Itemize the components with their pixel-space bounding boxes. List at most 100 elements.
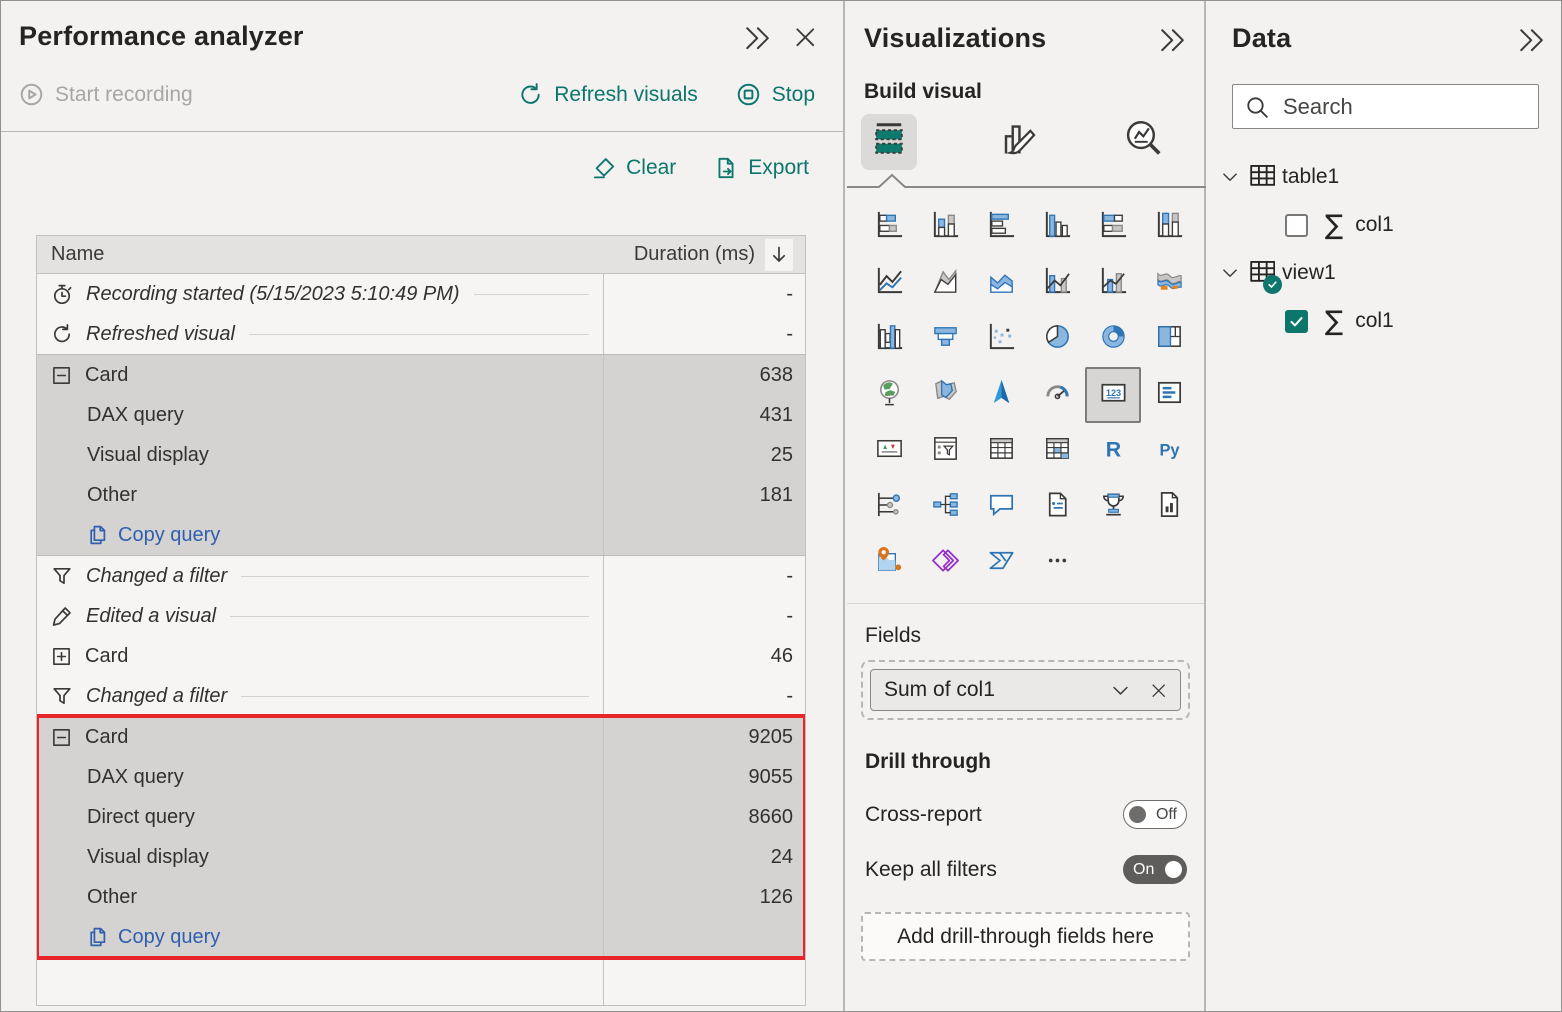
visual-ribbon-chart[interactable] xyxy=(1141,255,1197,311)
perf-event-row[interactable]: Edited a visual - xyxy=(37,596,805,636)
visual-slicer[interactable] xyxy=(917,423,973,479)
tab-build-visual[interactable] xyxy=(861,114,917,170)
field-checkbox[interactable] xyxy=(1285,309,1308,333)
data-tree-field-row[interactable]: ∑ col1 xyxy=(1208,297,1561,345)
visual-filled-map[interactable] xyxy=(917,367,973,423)
hundred-percent-stacked-column-chart-icon xyxy=(1154,209,1185,245)
perf-group-row[interactable]: Card 9205 xyxy=(37,717,805,757)
visual-pie-chart[interactable] xyxy=(1029,311,1085,367)
visual-line-chart[interactable] xyxy=(861,255,917,311)
stop-button[interactable]: Stop xyxy=(736,82,815,107)
expand-box-icon xyxy=(51,646,72,667)
visual-stacked-column-chart[interactable] xyxy=(917,199,973,255)
perf-group-row[interactable]: Card 46 xyxy=(37,636,805,676)
field-checkbox[interactable] xyxy=(1285,213,1308,237)
visual-hundred-percent-stacked-column-chart[interactable] xyxy=(1141,199,1197,255)
add-drill-through-fields-dropzone[interactable]: Add drill-through fields here xyxy=(861,912,1190,961)
visual-key-influencers[interactable] xyxy=(861,479,917,535)
clear-button[interactable]: Clear xyxy=(592,156,676,180)
perf-visual-block: Card 638 DAX query 431 Visual display 25 Other… xyxy=(37,354,805,556)
search-input[interactable] xyxy=(1281,92,1526,121)
visual-qa-visual[interactable] xyxy=(973,479,1029,535)
close-icon[interactable] xyxy=(793,25,817,49)
visual-smart-narrative[interactable] xyxy=(1029,479,1085,535)
visual-treemap[interactable] xyxy=(1141,311,1197,367)
search-box[interactable] xyxy=(1232,84,1539,129)
perf-detail-row[interactable]: Direct query 8660 xyxy=(37,797,805,837)
copy-query-link[interactable]: Copy query xyxy=(87,524,220,547)
data-tree-table-row[interactable]: table1 xyxy=(1208,153,1561,201)
cross-report-toggle[interactable]: Off xyxy=(1123,800,1187,829)
start-recording-button[interactable]: Start recording xyxy=(19,82,193,107)
visual-kpi[interactable] xyxy=(861,423,917,479)
remove-field-icon[interactable] xyxy=(1150,682,1167,699)
field-pill-sum-of-col1[interactable]: Sum of col1 xyxy=(870,669,1181,711)
refresh-icon xyxy=(51,323,73,345)
collapse-pane-icon[interactable] xyxy=(743,24,769,50)
keep-all-filters-toggle[interactable]: On xyxy=(1123,855,1187,884)
visual-gauge[interactable] xyxy=(1029,367,1085,423)
sort-descending-icon[interactable] xyxy=(765,238,793,271)
visual-power-automate[interactable] xyxy=(973,535,1029,591)
visual-multi-row-card[interactable] xyxy=(1141,367,1197,423)
perf-detail-row[interactable]: Other 126 xyxy=(37,877,805,917)
visual-map[interactable] xyxy=(861,367,917,423)
chevron-down-icon[interactable] xyxy=(1221,168,1239,186)
perf-event-row[interactable]: Changed a filter - xyxy=(37,556,805,596)
pie-chart-icon xyxy=(1042,321,1073,357)
perf-detail-row[interactable]: Other 181 xyxy=(37,475,805,515)
collapse-pane-icon[interactable] xyxy=(1517,26,1543,52)
visual-clustered-column-chart[interactable] xyxy=(1029,199,1085,255)
duration-column-header[interactable]: Duration (ms) xyxy=(603,236,805,273)
perf-event-row[interactable]: Recording started (5/15/2023 5:10:49 PM)… xyxy=(37,274,805,314)
svg-text:R: R xyxy=(1105,437,1120,461)
visual-matrix[interactable] xyxy=(1029,423,1085,479)
visual-clustered-bar-chart[interactable] xyxy=(973,199,1029,255)
perf-detail-row[interactable]: Visual display 24 xyxy=(37,837,805,877)
refresh-visuals-button[interactable]: Refresh visuals xyxy=(518,82,698,107)
fields-well[interactable]: Sum of col1 xyxy=(861,660,1190,720)
detail-label: Other xyxy=(87,885,138,908)
visual-waterfall-chart[interactable] xyxy=(861,311,917,367)
tab-format-visual[interactable] xyxy=(989,114,1045,170)
visual-arcgis-map[interactable] xyxy=(861,535,917,591)
visual-decomposition-tree[interactable] xyxy=(917,479,973,535)
visual-python-visual[interactable]: Py xyxy=(1141,423,1197,479)
perf-detail-row[interactable]: DAX query 431 xyxy=(37,395,805,435)
data-tree-field-row[interactable]: ∑ col1 xyxy=(1208,201,1561,249)
visual-table[interactable] xyxy=(973,423,1029,479)
visual-stacked-area-chart[interactable] xyxy=(973,255,1029,311)
export-button[interactable]: Export xyxy=(714,156,809,180)
visual-donut-chart[interactable] xyxy=(1085,311,1141,367)
visual-funnel-chart[interactable] xyxy=(917,311,973,367)
data-tree-table-row[interactable]: view1 xyxy=(1208,249,1561,297)
visual-metrics[interactable] xyxy=(1085,479,1141,535)
copy-query-link[interactable]: Copy query xyxy=(87,926,220,949)
perf-group-row[interactable]: Card 638 xyxy=(37,355,805,395)
perf-event-row[interactable]: Changed a filter - xyxy=(37,676,805,716)
visual-get-more-visuals[interactable] xyxy=(1029,535,1085,591)
chevron-down-icon[interactable] xyxy=(1111,681,1130,700)
perf-event-row[interactable]: Refreshed visual - xyxy=(37,314,805,354)
empty-duration xyxy=(603,515,805,555)
visual-azure-map[interactable] xyxy=(973,367,1029,423)
name-column-header[interactable]: Name xyxy=(51,243,105,265)
collapse-box-icon xyxy=(51,365,72,386)
perf-detail-row[interactable]: DAX query 9055 xyxy=(37,757,805,797)
perf-detail-row[interactable]: Visual display 25 xyxy=(37,435,805,475)
chevron-down-icon[interactable] xyxy=(1221,264,1239,282)
visual-area-chart[interactable] xyxy=(917,255,973,311)
visual-line-and-stacked-column-chart[interactable] xyxy=(1029,255,1085,311)
visual-card[interactable]: 123 xyxy=(1085,367,1141,423)
copy-icon xyxy=(87,926,109,948)
visual-stacked-bar-chart[interactable] xyxy=(861,199,917,255)
visual-r-script-visual[interactable]: R xyxy=(1085,423,1141,479)
tab-analytics[interactable] xyxy=(1116,114,1172,170)
collapse-pane-icon[interactable] xyxy=(1158,26,1184,52)
visual-power-apps[interactable] xyxy=(917,535,973,591)
visual-line-and-clustered-column-chart[interactable] xyxy=(1085,255,1141,311)
visual-hundred-percent-stacked-bar-chart[interactable] xyxy=(1085,199,1141,255)
visual-paginated-report[interactable] xyxy=(1141,479,1197,535)
smart-narrative-icon xyxy=(1042,489,1073,525)
visual-scatter-chart[interactable] xyxy=(973,311,1029,367)
